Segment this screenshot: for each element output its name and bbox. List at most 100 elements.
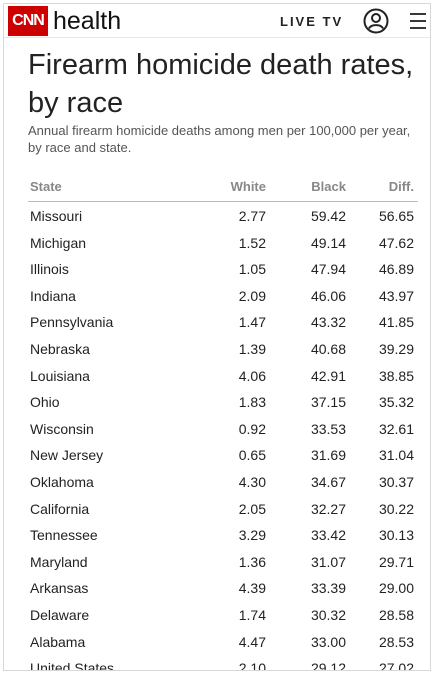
- black-rate-cell: 34.67: [310, 473, 346, 490]
- white-rate-cell: 2.05: [238, 500, 266, 517]
- table-row: Missouri 2.77 59.42 56.65: [28, 203, 418, 230]
- black-rate-cell: 33.39: [310, 580, 346, 597]
- cnn-logo[interactable]: CNN: [8, 6, 48, 36]
- table-row: Alabama 4.47 33.00 28.53: [28, 629, 418, 656]
- user-circle-icon[interactable]: [363, 8, 389, 34]
- black-rate-cell: 33.00: [310, 633, 346, 650]
- white-rate-cell: 1.83: [238, 394, 266, 411]
- difference-cell: 30.37: [378, 473, 414, 490]
- page-frame: CNN health LIVE TV Firearm homicide deat…: [3, 3, 431, 671]
- difference-cell: 27.02: [378, 660, 414, 671]
- white-rate-cell: 1.52: [238, 234, 266, 251]
- difference-cell: 29.71: [378, 553, 414, 570]
- difference-cell: 41.85: [378, 314, 414, 331]
- state-cell: Wisconsin: [30, 420, 94, 437]
- state-cell: Maryland: [30, 553, 88, 570]
- state-cell: Illinois: [30, 261, 69, 278]
- table-row: Wisconsin 0.92 33.53 32.61: [28, 416, 418, 443]
- table-row: Pennsylvania 1.47 43.32 41.85: [28, 309, 418, 336]
- difference-cell: 30.22: [378, 500, 414, 517]
- difference-cell: 31.04: [378, 447, 414, 464]
- black-rate-cell: 30.32: [310, 606, 346, 623]
- section-title[interactable]: health: [53, 7, 122, 35]
- difference-cell: 32.61: [378, 420, 414, 437]
- hamburger-menu-icon[interactable]: [409, 11, 427, 31]
- state-cell: Arkansas: [30, 580, 89, 597]
- table-row: New Jersey 0.65 31.69 31.04: [28, 442, 418, 469]
- table-row: Maryland 1.36 31.07 29.71: [28, 549, 418, 576]
- white-rate-cell: 1.39: [238, 340, 266, 357]
- black-rate-cell: 40.68: [310, 340, 346, 357]
- white-rate-cell: 2.10: [238, 660, 266, 671]
- difference-cell: 28.58: [378, 606, 414, 623]
- table-row: Indiana 2.09 46.06 43.97: [28, 283, 418, 310]
- state-cell: Oklahoma: [30, 473, 94, 490]
- table-row: Oklahoma 4.30 34.67 30.37: [28, 469, 418, 496]
- difference-cell: 29.00: [378, 580, 414, 597]
- column-header-black: Black: [311, 179, 346, 194]
- black-rate-cell: 31.07: [310, 553, 346, 570]
- difference-cell: 39.29: [378, 340, 414, 357]
- white-rate-cell: 3.29: [238, 527, 266, 544]
- white-rate-cell: 2.09: [238, 287, 266, 304]
- black-rate-cell: 46.06: [310, 287, 346, 304]
- live-tv-link[interactable]: LIVE TV: [280, 14, 344, 29]
- column-header-state: State: [30, 179, 62, 194]
- top-navigation-bar: CNN health LIVE TV: [4, 4, 430, 38]
- white-rate-cell: 0.65: [238, 447, 266, 464]
- black-rate-cell: 42.91: [310, 367, 346, 384]
- white-rate-cell: 2.77: [238, 208, 266, 224]
- table-header: State White Black Diff.: [28, 174, 418, 202]
- difference-cell: 43.97: [378, 287, 414, 304]
- black-rate-cell: 32.27: [310, 500, 346, 517]
- table-row: Arkansas 4.39 33.39 29.00: [28, 575, 418, 602]
- table-row: United States 2.10 29.12 27.02: [28, 655, 418, 671]
- state-cell: Michigan: [30, 234, 87, 251]
- state-cell: New Jersey: [30, 447, 104, 464]
- state-cell: Pennsylvania: [30, 314, 114, 331]
- black-rate-cell: 43.32: [310, 314, 346, 331]
- column-header-white: White: [230, 179, 266, 194]
- table-row: Ohio 1.83 37.15 35.32: [28, 389, 418, 416]
- state-cell: United States: [30, 660, 115, 671]
- table-body: Missouri 2.77 59.42 56.65 Michigan 1.52 49.14 4…: [28, 202, 418, 671]
- white-rate-cell: 1.74: [238, 606, 266, 623]
- white-rate-cell: 4.39: [238, 580, 266, 597]
- difference-cell: 35.32: [378, 394, 414, 411]
- difference-cell: 38.85: [378, 367, 414, 384]
- difference-cell: 47.62: [378, 234, 414, 251]
- rates-table: State White Black Diff. Missouri 2.77 59.4…: [28, 174, 418, 671]
- table-row: California 2.05 32.27 30.22: [28, 496, 418, 523]
- white-rate-cell: 0.92: [238, 420, 266, 437]
- difference-cell: 46.89: [378, 261, 414, 278]
- black-rate-cell: 37.15: [310, 394, 346, 411]
- state-cell: Missouri: [30, 208, 83, 224]
- black-rate-cell: 47.94: [310, 261, 346, 278]
- table-row: Michigan 1.52 49.14 47.62: [28, 230, 418, 257]
- state-cell: Louisiana: [30, 367, 90, 384]
- difference-cell: 56.65: [378, 208, 414, 224]
- state-cell: Ohio: [30, 394, 60, 411]
- white-rate-cell: 4.47: [238, 633, 266, 650]
- black-rate-cell: 31.69: [310, 447, 346, 464]
- white-rate-cell: 1.05: [238, 261, 266, 278]
- white-rate-cell: 1.36: [238, 553, 266, 570]
- black-rate-cell: 59.42: [310, 208, 346, 224]
- column-header-diff: Diff.: [388, 179, 414, 194]
- state-cell: Alabama: [30, 633, 86, 650]
- white-rate-cell: 4.30: [238, 473, 266, 490]
- table-row: Louisiana 4.06 42.91 38.85: [28, 363, 418, 390]
- black-rate-cell: 29.12: [310, 660, 346, 671]
- table-row: Delaware 1.74 30.32 28.58: [28, 602, 418, 629]
- black-rate-cell: 33.42: [310, 527, 346, 544]
- black-rate-cell: 49.14: [310, 234, 346, 251]
- white-rate-cell: 4.06: [238, 367, 266, 384]
- article-subtitle: Annual firearm homicide deaths among men…: [28, 123, 411, 155]
- table-row: Tennessee 3.29 33.42 30.13: [28, 522, 418, 549]
- table-row: Nebraska 1.39 40.68 39.29: [28, 336, 418, 363]
- state-cell: California: [30, 500, 90, 517]
- article-title: Firearm homicide death rates, by race: [28, 49, 414, 119]
- difference-cell: 30.13: [378, 527, 414, 544]
- black-rate-cell: 33.53: [310, 420, 346, 437]
- table-row: Illinois 1.05 47.94 46.89: [28, 256, 418, 283]
